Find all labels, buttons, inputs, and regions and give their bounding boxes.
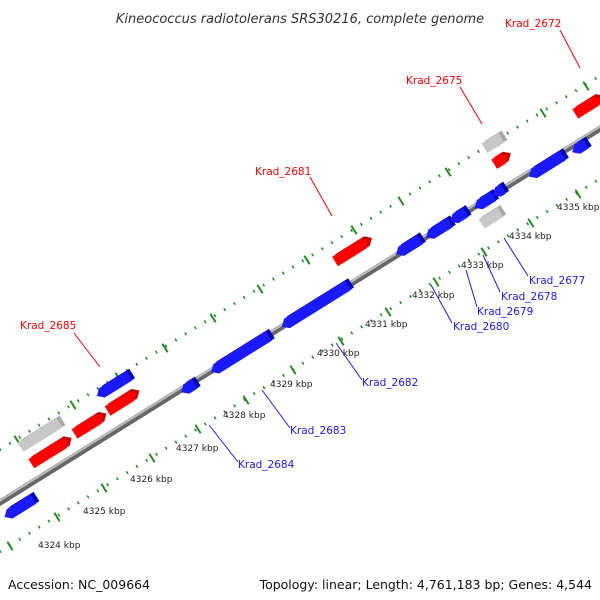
tick-label-4326: 4326 kbp <box>130 475 173 485</box>
gene-label-krad-2672[interactable]: Krad_2672 <box>505 18 561 30</box>
gene-label-krad-2682[interactable]: Krad_2682 <box>362 377 418 389</box>
major-tick-lower <box>574 189 582 199</box>
gene-other-3[interactable] <box>478 207 504 229</box>
major-tick-lower <box>384 307 392 317</box>
major-tick-upper <box>350 225 358 235</box>
major-tick-lower <box>194 424 202 434</box>
major-tick-upper <box>303 255 311 265</box>
major-tick-lower <box>527 218 535 228</box>
gene-label-krad-2683[interactable]: Krad_2683 <box>290 425 346 437</box>
major-tick-lower <box>289 365 297 375</box>
tick-label-4324: 4324 kbp <box>38 541 81 551</box>
tick-label-4327: 4327 kbp <box>176 444 219 454</box>
upper-tick-track <box>0 73 600 452</box>
gene-krad-2685b[interactable] <box>104 391 137 416</box>
gene-label-krad-2678[interactable]: Krad_2678 <box>501 291 557 303</box>
gene-label-krad-2685[interactable]: Krad_2685 <box>20 320 76 332</box>
major-tick-lower <box>53 512 61 522</box>
gene-krad-2684[interactable] <box>181 379 198 394</box>
gene-label-krad-2675[interactable]: Krad_2675 <box>406 75 462 87</box>
gene-label-krad-2679[interactable]: Krad_2679 <box>477 306 533 318</box>
major-tick-upper <box>256 284 264 294</box>
gene-krad-2675[interactable] <box>491 154 508 169</box>
major-tick-lower <box>242 395 250 405</box>
scale-labels: 4324 kbp 4325 kbp 4326 kbp 4327 kbp 4328… <box>38 203 600 551</box>
gene-krad-2686[interactable] <box>28 438 69 469</box>
gene-krad-2682[interactable] <box>281 280 352 329</box>
reverse-gene-labels: Krad_2677 Krad_2678 Krad_2679 Krad_2680 … <box>238 275 585 471</box>
gene-krad-2681[interactable] <box>332 238 369 267</box>
tick-label-4331: 4331 kbp <box>365 320 408 330</box>
leader-lines <box>73 29 581 463</box>
tick-label-4333: 4333 kbp <box>461 261 504 271</box>
gene-krad-2683[interactable] <box>211 331 272 374</box>
tick-label-4332: 4332 kbp <box>412 291 455 301</box>
major-tick-lower <box>480 247 488 257</box>
major-tick-lower <box>6 541 14 551</box>
major-ticks <box>6 81 590 551</box>
gene-label-krad-2684[interactable]: Krad_2684 <box>238 459 295 471</box>
forward-gene-labels: Krad_2672 Krad_2675 Krad_2681 Krad_2685 <box>20 18 561 332</box>
major-tick-upper <box>539 108 547 118</box>
gene-other-1[interactable] <box>17 418 63 452</box>
genome-summary-text: Topology: linear; Length: 4,761,183 bp; … <box>259 577 592 592</box>
gene-krad-2679[interactable] <box>426 217 453 239</box>
gene-krad-2672[interactable] <box>572 96 600 119</box>
tick-label-4334: 4334 kbp <box>509 232 552 242</box>
gene-other-2[interactable] <box>481 133 505 153</box>
major-tick-upper <box>397 196 405 206</box>
tick-label-4335: 4335 kbp <box>557 203 600 213</box>
major-tick-upper <box>69 400 77 410</box>
gene-krad-2680[interactable] <box>396 234 423 256</box>
gene-krad-2678[interactable] <box>450 207 469 224</box>
major-tick-upper <box>582 81 590 91</box>
lower-tick-track <box>0 176 600 554</box>
major-tick-upper <box>444 167 452 177</box>
major-tick-lower <box>432 277 440 287</box>
gene-label-krad-2677[interactable]: Krad_2677 <box>529 275 585 287</box>
gene-krad-2677a[interactable] <box>474 191 497 210</box>
major-tick-lower <box>100 483 108 493</box>
gene-label-krad-2680[interactable]: Krad_2680 <box>453 321 509 333</box>
gene-krad-2685a[interactable] <box>71 414 104 439</box>
gene-krad-2687[interactable] <box>4 494 37 519</box>
gene-krad-2677b[interactable] <box>492 184 507 197</box>
accession-text: Accession: NC_009664 <box>8 577 151 592</box>
gene-features <box>4 94 600 519</box>
map-title: Kineococcus radiotolerans SRS30216, comp… <box>116 12 484 27</box>
gene-krad-2676[interactable] <box>529 150 566 179</box>
tick-label-4328: 4328 kbp <box>223 411 266 421</box>
tick-label-4329: 4329 kbp <box>270 380 313 390</box>
major-tick-upper <box>209 313 217 323</box>
tick-label-4330: 4330 kbp <box>317 349 360 359</box>
major-tick-lower <box>337 336 345 346</box>
major-tick-lower <box>148 453 156 463</box>
tick-label-4325: 4325 kbp <box>83 507 126 517</box>
gene-krad-2674[interactable] <box>572 139 589 154</box>
gene-krad-2685-rev[interactable] <box>96 371 133 398</box>
major-tick-upper <box>161 343 169 353</box>
gene-label-krad-2681[interactable]: Krad_2681 <box>255 166 311 178</box>
